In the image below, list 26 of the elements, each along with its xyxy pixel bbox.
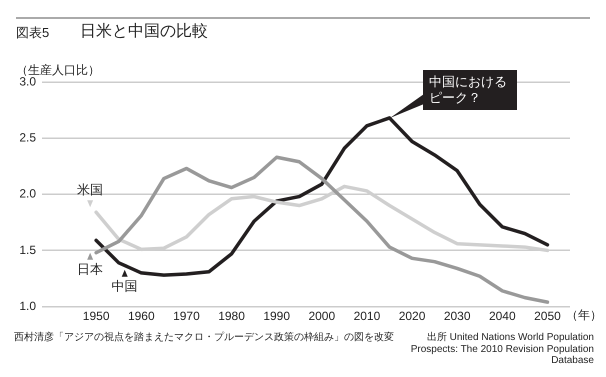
x-tick-label: 1980 bbox=[218, 309, 246, 324]
text: 図表5 bbox=[16, 24, 50, 42]
x-axis-title: （年） bbox=[566, 307, 602, 324]
series-label: 米国 bbox=[77, 182, 104, 197]
x-tick-label: 1960 bbox=[128, 309, 155, 324]
x-tick-label: 2040 bbox=[488, 309, 516, 324]
x-tick-label: 2030 bbox=[444, 309, 471, 324]
text: 西村清彦「アジアの視点を踏まえたマクロ・プルーデンス政策の枠組み」の図を改変 bbox=[14, 330, 395, 344]
x-tick-label: 1970 bbox=[173, 309, 200, 324]
legend-label: 日本 bbox=[77, 261, 104, 276]
y-axis-title: （生産人口比） bbox=[16, 62, 100, 77]
x-tick-label: 1990 bbox=[263, 309, 290, 324]
y-tick-label: 1.5 bbox=[19, 242, 36, 257]
x-tick-label: 2010 bbox=[354, 309, 381, 324]
y-tick-label: 2.5 bbox=[19, 130, 36, 144]
y-tick-label: 3.0 bbox=[19, 74, 36, 88]
y-tick-label: 2.0 bbox=[19, 186, 36, 201]
x-tick-label: 2050 bbox=[534, 309, 562, 324]
annotation: 中国におけるピーク？ bbox=[423, 70, 517, 110]
text: 出所 United Nations World Population Prospects: The 2010 Revision Population Database bbox=[410, 330, 594, 366]
legend-label: 中国 bbox=[112, 278, 138, 294]
y-tick-label: 1.0 bbox=[19, 298, 36, 313]
x-tick-label: 1950 bbox=[82, 309, 110, 324]
x-tick-label: 2020 bbox=[398, 309, 426, 324]
x-tick-label: 2000 bbox=[308, 309, 336, 324]
chart-title: 日米と中国の比較 bbox=[80, 22, 208, 42]
